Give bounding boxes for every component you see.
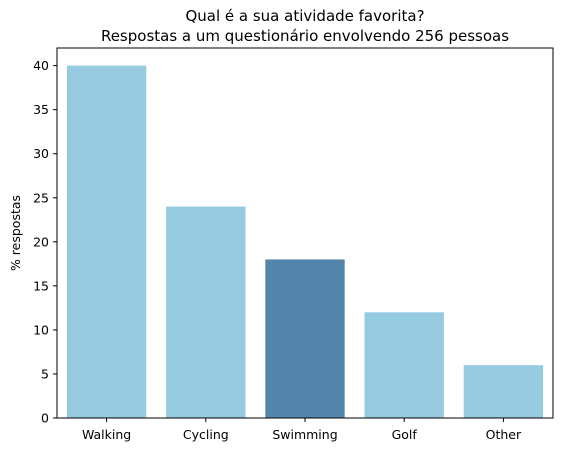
y-tick-label: 25 (33, 190, 49, 205)
bar-other (463, 365, 544, 418)
y-tick-label: 20 (33, 234, 49, 249)
y-tick-label: 5 (41, 366, 49, 381)
x-tick-label: Golf (392, 427, 418, 442)
x-tick-label: Swimming (272, 427, 337, 442)
y-tick-label: 40 (33, 58, 49, 73)
y-tick-label: 0 (41, 411, 49, 426)
chart-title-line-1: Qual é a sua atividade favorita? (185, 7, 424, 25)
x-tick-label: Other (486, 427, 522, 442)
chart-title-line-2: Respostas a um questionário envolvendo 2… (101, 27, 509, 45)
bar-golf (364, 312, 444, 418)
bar-swimming (265, 259, 345, 418)
bar-cycling (166, 206, 246, 418)
y-tick-label: 35 (33, 102, 49, 117)
y-tick-label: 15 (33, 278, 49, 293)
y-tick-label: 30 (33, 146, 49, 161)
bar-walking (66, 65, 147, 418)
x-tick-label: Walking (82, 427, 131, 442)
y-tick-label: 10 (33, 322, 49, 337)
y-axis-label: % respostas (8, 195, 23, 271)
x-tick-label: Cycling (183, 427, 229, 442)
plot-area: 0 5 10 15 20 25 30 35 40 Walking Cycling Swimming Go… (33, 47, 554, 442)
